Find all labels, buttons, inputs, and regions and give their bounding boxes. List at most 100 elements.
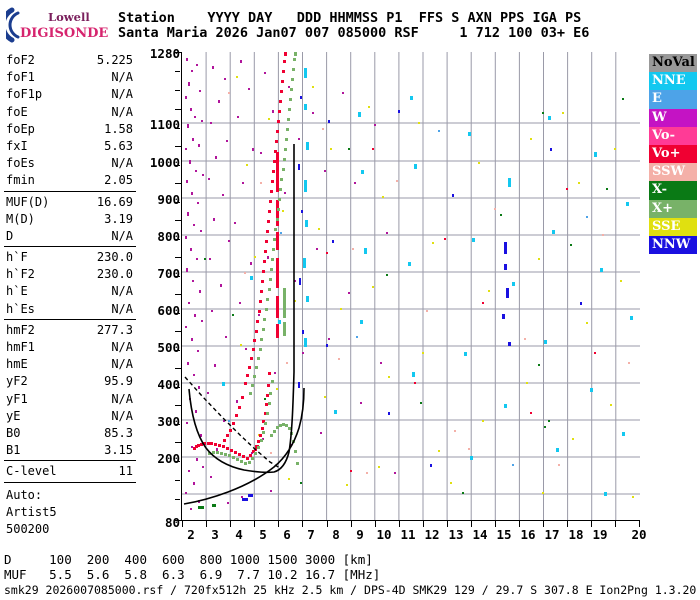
param-row: h`Es N/A	[4, 301, 136, 318]
param-row: hmF2 277.3	[4, 322, 136, 339]
param-value: N/A	[111, 357, 133, 372]
param-value: 16.69	[96, 194, 133, 209]
y-tick-label: 1000	[149, 155, 180, 170]
param-row: foE N/A	[4, 104, 136, 121]
header-line-values: Santa Maria 2026 Jan07 007 085000 RSF 1 …	[118, 24, 590, 41]
param-key: hmF1	[6, 340, 35, 354]
legend-label: NNW	[652, 236, 691, 252]
y-tick-label: 80	[164, 515, 180, 530]
x-tick-label: 13	[448, 527, 464, 542]
x-tick-label: 6	[283, 527, 291, 542]
param-group-profile: hmF2 277.3 hmF1 N/A hmE N/A yF2 95.9 yF1 N/A …	[4, 322, 136, 462]
param-value: 3.15	[104, 443, 133, 458]
y-tick-label: 800	[157, 229, 180, 244]
param-value: N/A	[111, 87, 133, 102]
param-value: 5.63	[104, 138, 133, 153]
param-value: N/A	[111, 284, 133, 299]
param-value: 85.3	[104, 425, 133, 440]
param-row: foEp 1.58	[4, 121, 136, 138]
param-row: foEs N/A	[4, 155, 136, 172]
legend-label: Vo-	[652, 127, 675, 143]
station-header: Station YYYY DAY DDD HHMMSS P1 FFS S AXN…	[118, 11, 589, 40]
x-tick-label: 16	[520, 527, 536, 542]
x-tick-label: 19	[592, 527, 608, 542]
legend-item-x-plus[interactable]: X+	[649, 199, 697, 218]
legend-item-ssw[interactable]: SSW	[649, 163, 697, 182]
x-tick-label: 18	[568, 527, 584, 542]
noise-dots	[185, 58, 634, 510]
param-value: N/A	[111, 228, 133, 243]
x-tick-label: 11	[400, 527, 416, 542]
o-trace-red	[193, 52, 287, 460]
legend-label: NoVal	[652, 55, 695, 70]
legend-label: SSE	[652, 218, 681, 234]
y-tick-label: 900	[157, 192, 180, 207]
x-tick-label: 4	[235, 527, 243, 542]
param-key: M(D)	[6, 211, 35, 226]
x-tick-label: 9	[356, 527, 364, 542]
param-value: 11	[118, 464, 133, 479]
param-row: yF2 95.9	[4, 373, 136, 390]
param-group-frequencies: foF2 5.225 foF1 N/A foF1p N/A foE N/A foEp 1.…	[4, 52, 136, 192]
param-group-clevel: C-level 11	[4, 463, 136, 483]
param-value: 95.9	[104, 374, 133, 389]
distance-row: D 100 200 400 600 800 1000 1500 3000 [km…	[4, 552, 373, 567]
x-trace-green	[208, 52, 299, 465]
param-row: B0 85.3	[4, 425, 136, 442]
ionogram-plot[interactable]	[182, 52, 640, 520]
legend-item-nne[interactable]: NNE	[649, 72, 697, 91]
ionogram-canvas	[182, 52, 640, 520]
legend-item-vo-minus[interactable]: Vo-	[649, 126, 697, 145]
param-key: D	[6, 228, 14, 243]
param-key: yF2	[6, 374, 28, 389]
param-row: hmE N/A	[4, 356, 136, 373]
param-value: 5.225	[96, 53, 133, 67]
legend-label: Vo+	[652, 145, 681, 161]
legend-item-sse[interactable]: SSE	[649, 217, 697, 236]
y-tick-label: 600	[157, 303, 180, 318]
param-key: yF1	[6, 391, 28, 406]
y-tick-label: 1100	[149, 117, 180, 132]
param-key: h`E	[6, 284, 28, 299]
legend-label: X+	[652, 200, 673, 216]
x-axis-line	[181, 520, 640, 521]
legend-item-x-minus[interactable]: X-	[649, 181, 697, 200]
legend-label: X-	[652, 182, 668, 198]
legend-item-vo-plus[interactable]: Vo+	[649, 144, 697, 164]
y-tick-label: 300	[157, 414, 180, 429]
autoscaler-line: Artist5	[6, 504, 57, 519]
x-tick-label: 3	[211, 527, 219, 542]
legend-item-nnw[interactable]: NNW	[649, 235, 697, 255]
y-tick-label: 400	[157, 377, 180, 392]
y-tick-label: 700	[157, 266, 180, 281]
param-value: 230.0	[96, 250, 133, 265]
param-row: D N/A	[4, 228, 136, 245]
param-row: B1 3.15	[4, 442, 136, 459]
legend-item-noval[interactable]: NoVal	[649, 54, 697, 73]
param-row: foF2 5.225	[4, 52, 136, 69]
param-value: N/A	[111, 70, 133, 85]
param-row: yF1 N/A	[4, 391, 136, 408]
param-key: yE	[6, 408, 21, 423]
param-value: 230.0	[96, 267, 133, 282]
param-key: B0	[6, 425, 21, 440]
param-key: B1	[6, 443, 21, 458]
param-key: fxI	[6, 138, 28, 153]
autoscaler-line: Auto:	[6, 487, 43, 502]
param-key: foF1	[6, 70, 35, 85]
param-row: M(D) 3.19	[4, 211, 136, 228]
param-key: hmF2	[6, 322, 35, 337]
param-value: N/A	[111, 301, 133, 316]
param-row: h`F2 230.0	[4, 266, 136, 283]
param-key: foE	[6, 104, 28, 119]
param-value: N/A	[111, 156, 133, 171]
param-row: MUF(D) 16.69	[4, 194, 136, 211]
param-key: h`F	[6, 250, 28, 265]
x-tick-label: 20	[631, 527, 647, 542]
legend-item-e[interactable]: E	[649, 90, 697, 109]
x-tick-label: 15	[496, 527, 512, 542]
param-value: N/A	[111, 340, 133, 354]
param-row: foF1 N/A	[4, 69, 136, 86]
legend-item-w[interactable]: W	[649, 108, 697, 127]
